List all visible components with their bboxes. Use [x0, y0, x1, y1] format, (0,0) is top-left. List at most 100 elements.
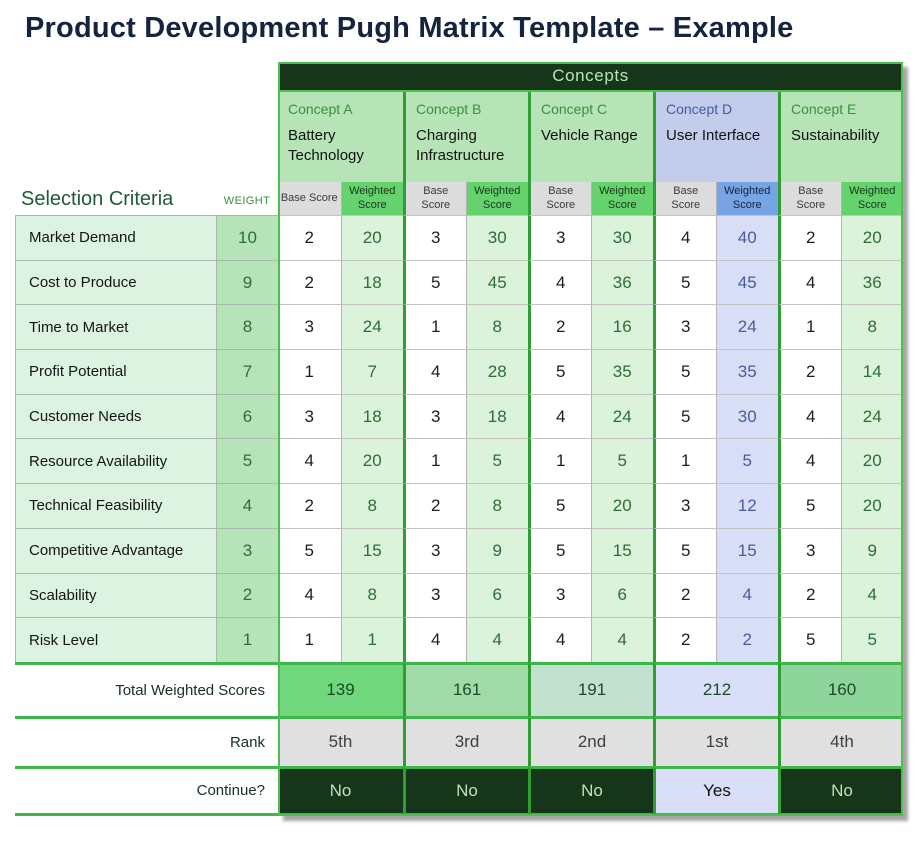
base-score-cell[interactable]: 3 [528, 572, 591, 618]
weighted-score-cell[interactable]: 15 [590, 527, 653, 573]
weighted-score-cell[interactable]: 20 [840, 215, 903, 260]
continue-cell[interactable]: Yes [653, 765, 778, 816]
weighted-score-cell[interactable]: 2 [715, 617, 778, 662]
rank-cell[interactable]: 2nd [528, 715, 653, 766]
criterion-weight-cell[interactable]: 9 [216, 259, 278, 305]
base-score-cell[interactable]: 5 [278, 527, 341, 573]
criterion-weight-cell[interactable]: 10 [216, 215, 278, 260]
weighted-score-cell[interactable]: 4 [715, 572, 778, 618]
weighted-score-cell[interactable]: 20 [340, 438, 403, 484]
base-score-cell[interactable]: 2 [778, 349, 841, 394]
base-score-cell[interactable]: 1 [653, 438, 716, 484]
weighted-score-cell[interactable]: 20 [590, 483, 653, 528]
weighted-score-cell[interactable]: 35 [715, 349, 778, 394]
base-score-cell[interactable]: 2 [278, 259, 341, 305]
weighted-score-cell[interactable]: 6 [465, 572, 528, 618]
weighted-score-cell[interactable]: 7 [340, 349, 403, 394]
weighted-score-cell[interactable]: 8 [465, 483, 528, 528]
base-score-cell[interactable]: 4 [403, 349, 466, 394]
base-score-cell[interactable]: 5 [778, 483, 841, 528]
weighted-score-cell[interactable]: 24 [590, 393, 653, 439]
base-score-cell[interactable]: 4 [278, 438, 341, 484]
weighted-score-cell[interactable]: 12 [715, 483, 778, 528]
base-score-cell[interactable]: 5 [653, 527, 716, 573]
weighted-score-cell[interactable]: 4 [590, 617, 653, 662]
weighted-score-cell[interactable]: 36 [590, 259, 653, 305]
base-score-cell[interactable]: 2 [653, 617, 716, 662]
total-weighted-score-cell[interactable]: 139 [278, 661, 403, 716]
base-score-cell[interactable]: 5 [653, 259, 716, 305]
base-score-cell[interactable]: 4 [528, 259, 591, 305]
weighted-score-cell[interactable]: 30 [590, 215, 653, 260]
continue-cell[interactable]: No [528, 765, 653, 816]
weighted-score-cell[interactable]: 4 [840, 572, 903, 618]
weighted-score-cell[interactable]: 5 [840, 617, 903, 662]
base-score-cell[interactable]: 5 [528, 527, 591, 573]
base-score-cell[interactable]: 4 [278, 572, 341, 618]
criterion-weight-cell[interactable]: 6 [216, 393, 278, 439]
weighted-score-cell[interactable]: 15 [715, 527, 778, 573]
base-score-cell[interactable]: 1 [778, 304, 841, 350]
weighted-score-cell[interactable]: 45 [465, 259, 528, 305]
base-score-cell[interactable]: 3 [653, 304, 716, 350]
base-score-cell[interactable]: 3 [403, 527, 466, 573]
base-score-cell[interactable]: 5 [653, 349, 716, 394]
weighted-score-cell[interactable]: 18 [465, 393, 528, 439]
base-score-cell[interactable]: 3 [403, 393, 466, 439]
weighted-score-cell[interactable]: 8 [465, 304, 528, 350]
weighted-score-cell[interactable]: 24 [840, 393, 903, 439]
base-score-cell[interactable]: 4 [403, 617, 466, 662]
rank-cell[interactable]: 4th [778, 715, 903, 766]
total-weighted-score-cell[interactable]: 212 [653, 661, 778, 716]
base-score-cell[interactable]: 1 [528, 438, 591, 484]
weighted-score-cell[interactable]: 9 [840, 527, 903, 573]
total-weighted-score-cell[interactable]: 161 [403, 661, 528, 716]
weighted-score-cell[interactable]: 8 [340, 483, 403, 528]
base-score-cell[interactable]: 2 [403, 483, 466, 528]
weighted-score-cell[interactable]: 18 [340, 259, 403, 305]
base-score-cell[interactable]: 3 [403, 572, 466, 618]
weighted-score-cell[interactable]: 20 [840, 483, 903, 528]
base-score-cell[interactable]: 3 [653, 483, 716, 528]
base-score-cell[interactable]: 3 [278, 393, 341, 439]
rank-cell[interactable]: 3rd [403, 715, 528, 766]
weighted-score-cell[interactable]: 9 [465, 527, 528, 573]
weighted-score-cell[interactable]: 35 [590, 349, 653, 394]
weighted-score-cell[interactable]: 18 [340, 393, 403, 439]
weighted-score-cell[interactable]: 28 [465, 349, 528, 394]
weighted-score-cell[interactable]: 30 [715, 393, 778, 439]
rank-cell[interactable]: 5th [278, 715, 403, 766]
base-score-cell[interactable]: 3 [528, 215, 591, 260]
weighted-score-cell[interactable]: 24 [715, 304, 778, 350]
criterion-weight-cell[interactable]: 7 [216, 349, 278, 394]
base-score-cell[interactable]: 4 [528, 393, 591, 439]
weighted-score-cell[interactable]: 4 [465, 617, 528, 662]
base-score-cell[interactable]: 5 [403, 259, 466, 305]
weighted-score-cell[interactable]: 5 [715, 438, 778, 484]
weighted-score-cell[interactable]: 20 [840, 438, 903, 484]
base-score-cell[interactable]: 5 [528, 349, 591, 394]
criterion-weight-cell[interactable]: 5 [216, 438, 278, 484]
base-score-cell[interactable]: 3 [278, 304, 341, 350]
base-score-cell[interactable]: 2 [653, 572, 716, 618]
base-score-cell[interactable]: 4 [778, 438, 841, 484]
base-score-cell[interactable]: 1 [278, 349, 341, 394]
base-score-cell[interactable]: 1 [403, 304, 466, 350]
weighted-score-cell[interactable]: 5 [590, 438, 653, 484]
weighted-score-cell[interactable]: 16 [590, 304, 653, 350]
weighted-score-cell[interactable]: 15 [340, 527, 403, 573]
criterion-weight-cell[interactable]: 4 [216, 483, 278, 528]
total-weighted-score-cell[interactable]: 160 [778, 661, 903, 716]
weighted-score-cell[interactable]: 40 [715, 215, 778, 260]
base-score-cell[interactable]: 2 [778, 215, 841, 260]
criterion-weight-cell[interactable]: 8 [216, 304, 278, 350]
continue-cell[interactable]: No [403, 765, 528, 816]
base-score-cell[interactable]: 5 [778, 617, 841, 662]
base-score-cell[interactable]: 2 [778, 572, 841, 618]
criterion-weight-cell[interactable]: 3 [216, 527, 278, 573]
weighted-score-cell[interactable]: 8 [340, 572, 403, 618]
rank-cell[interactable]: 1st [653, 715, 778, 766]
base-score-cell[interactable]: 2 [278, 215, 341, 260]
criterion-weight-cell[interactable]: 1 [216, 617, 278, 662]
base-score-cell[interactable]: 5 [653, 393, 716, 439]
